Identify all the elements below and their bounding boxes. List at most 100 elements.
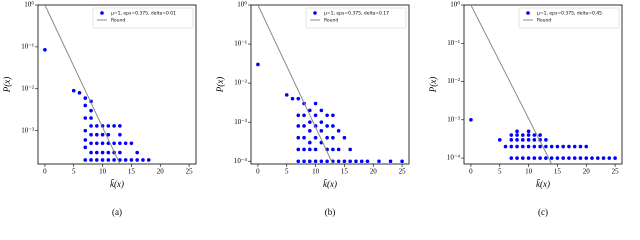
figure: 0 5 10 15 20 25 10⁻³ 10⁻² 10⁻¹ 10⁰ k̃(x) P(x) (a) μ=1…	[2, 1, 623, 217]
point	[129, 141, 134, 146]
legend-label: Round	[537, 18, 551, 24]
point	[308, 147, 312, 152]
point	[112, 158, 116, 162]
point	[578, 156, 583, 160]
point	[526, 156, 531, 160]
x-tick-label: 15	[554, 168, 562, 176]
point	[106, 158, 111, 162]
point	[331, 147, 335, 152]
point	[359, 159, 364, 164]
point	[348, 159, 352, 164]
point	[509, 138, 514, 142]
legend-label: μ=1, eps=0.375, delta=0.17	[324, 11, 389, 17]
point	[526, 129, 531, 134]
x-tick-label: 15	[128, 168, 136, 176]
point	[71, 88, 76, 93]
point	[319, 129, 324, 133]
x-axis-label: k̃(x)	[110, 179, 124, 189]
point	[95, 141, 99, 146]
x-tick-label: 20	[370, 168, 378, 176]
x-tick-label: 0	[256, 168, 260, 176]
x-tick-label: 0	[43, 168, 47, 176]
legend-label: Round	[324, 18, 338, 24]
point	[342, 135, 347, 140]
y-tick-label: 10⁻³	[21, 126, 34, 134]
plot-area	[469, 5, 617, 164]
point	[302, 135, 306, 140]
x-tick-label: 10	[525, 168, 533, 176]
y-tick-label: 10⁻³	[447, 115, 460, 123]
point	[89, 108, 93, 113]
caption: (a)	[112, 207, 122, 217]
point	[601, 156, 606, 160]
x-tick-label: 10	[99, 168, 107, 176]
x-tick-label: 5	[498, 168, 502, 176]
x-tick-label: 25	[399, 168, 407, 176]
point	[95, 124, 99, 128]
point	[365, 159, 370, 164]
legend-box	[518, 7, 620, 29]
point	[331, 135, 335, 140]
point	[89, 150, 93, 155]
point	[308, 140, 312, 145]
point	[336, 159, 341, 164]
point	[95, 150, 99, 155]
point	[521, 138, 525, 142]
point	[118, 141, 122, 146]
point	[331, 124, 335, 128]
point	[95, 158, 99, 162]
point	[118, 124, 122, 128]
point	[313, 147, 318, 152]
point	[567, 156, 571, 160]
point	[561, 156, 565, 160]
point	[584, 144, 589, 149]
point	[515, 156, 519, 160]
x-tick-label: 5	[72, 168, 76, 176]
point	[83, 138, 88, 142]
point	[319, 159, 324, 164]
y-tick-label: 10⁻²	[234, 79, 247, 87]
point	[388, 159, 393, 164]
point	[118, 132, 122, 137]
point	[123, 158, 128, 162]
x-tick-label: 10	[312, 168, 320, 176]
panel: 0 5 10 15 20 25 10⁻⁴ 10⁻³ 10⁻² 10⁻¹ 10⁰ k̃(x) P(x) (c…	[428, 1, 623, 217]
y-axis-label: P(x)	[215, 77, 225, 94]
point	[613, 156, 617, 160]
y-tick-label: 10⁻³	[234, 118, 247, 126]
point	[89, 116, 93, 120]
point	[325, 124, 329, 128]
point	[313, 159, 318, 164]
point	[607, 156, 612, 160]
plot-frame	[463, 4, 623, 165]
legend-box	[305, 7, 407, 29]
x-tick-label: 20	[583, 168, 591, 176]
point	[348, 147, 352, 152]
point	[532, 133, 537, 137]
point	[572, 144, 577, 149]
point	[106, 124, 111, 128]
point	[377, 159, 381, 164]
point	[290, 96, 295, 101]
point	[503, 144, 508, 149]
point	[532, 144, 537, 149]
point	[89, 124, 93, 128]
point	[572, 156, 577, 160]
x-axis-label: k̃(x)	[323, 179, 337, 189]
round-line	[44, 5, 121, 164]
x-axis-label: k̃(x)	[536, 179, 550, 189]
point	[313, 101, 318, 106]
legend-label: μ=1, eps=0.375, delta=0.01	[111, 11, 176, 17]
point	[296, 96, 301, 101]
point	[118, 158, 122, 162]
round-line	[470, 5, 553, 164]
point	[521, 133, 525, 137]
point	[302, 113, 306, 118]
point	[538, 156, 542, 160]
x-tick-label: 25	[612, 168, 620, 176]
x-tick-label: 25	[186, 168, 194, 176]
point	[336, 147, 341, 152]
point	[313, 113, 318, 118]
point	[325, 113, 329, 118]
point	[555, 156, 560, 160]
